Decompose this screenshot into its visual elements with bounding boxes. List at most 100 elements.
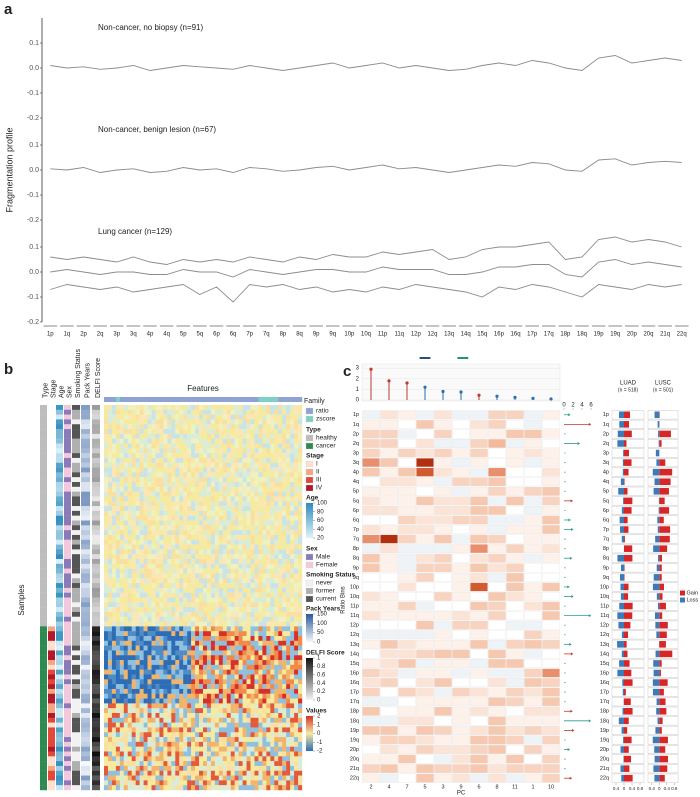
heatmap-cell — [230, 616, 235, 622]
heatmap-cell — [147, 573, 152, 579]
heatmap-cell — [246, 713, 251, 719]
heatmap-cell — [115, 703, 121, 709]
heatmap-cell — [234, 727, 239, 733]
heatmap-cell — [147, 482, 152, 488]
heatmap-cell — [226, 597, 231, 603]
heatmap-cell — [115, 583, 121, 589]
heatmap-cell — [191, 722, 196, 728]
heatmap-cell — [274, 664, 279, 670]
heatmap-cell — [143, 457, 148, 463]
heatmap-cell — [214, 409, 220, 415]
annotation-cell — [56, 693, 63, 699]
annotation-cell — [56, 650, 63, 656]
heatmap-cell — [278, 664, 283, 670]
heatmap-cell — [242, 607, 247, 613]
annotation-cell — [56, 515, 63, 521]
heatmap-cell — [127, 405, 132, 411]
heatmap-cell — [270, 688, 275, 694]
heatmap-cell — [210, 693, 216, 699]
heatmap-cell — [163, 405, 168, 411]
heatmap-cell — [131, 621, 136, 627]
heatmap-cell — [230, 607, 235, 613]
heatmap-cell — [107, 520, 113, 526]
loss-bar — [619, 411, 624, 419]
heatmap-cell — [286, 534, 291, 540]
heatmap-cell — [214, 660, 220, 666]
heatmap-cell — [258, 534, 263, 540]
annotation-cell — [72, 722, 80, 728]
heatmap-cell — [183, 424, 188, 430]
heatmap-cell — [238, 467, 243, 473]
heatmap-cell — [203, 616, 208, 622]
heatmap-cell — [104, 544, 109, 550]
heatmap-cell — [270, 554, 275, 560]
heatmap-cell — [206, 419, 212, 425]
annotation-cell — [64, 583, 71, 589]
heatmap-cell — [254, 761, 259, 767]
heatmap-cell — [230, 578, 235, 584]
heatmap-cell — [298, 684, 303, 690]
heatmap-cell — [195, 453, 200, 459]
annotation-cell — [81, 780, 90, 786]
heatmap-cell — [250, 578, 255, 584]
heatmap-cell — [195, 611, 200, 617]
heatmap-cell — [127, 765, 132, 771]
heatmap-cell — [274, 770, 279, 776]
heatmap-cell — [104, 554, 109, 560]
heatmap-cell — [278, 419, 283, 425]
heatmap-cell — [250, 515, 255, 521]
heatmap-cell — [155, 472, 160, 478]
heatmap-cell — [286, 655, 291, 661]
heatmap-cell — [214, 626, 220, 632]
heatmap-cell — [159, 616, 164, 622]
heatmap-cell — [254, 573, 259, 579]
heatmap-cell — [183, 708, 188, 714]
heatmap-cell — [258, 501, 263, 507]
heatmap-cell — [266, 645, 271, 651]
heatmap-cell — [270, 746, 275, 752]
heatmap-cell — [203, 424, 208, 430]
heatmap-cell — [131, 559, 136, 565]
heatmap-cell — [179, 708, 184, 714]
heatmap-cell — [119, 496, 124, 502]
heatmap-cell — [286, 761, 291, 767]
heatmap-cell — [250, 587, 255, 593]
heatmap-cell — [175, 679, 180, 685]
heatmap-cell — [266, 583, 271, 589]
heatmap-cell — [175, 684, 180, 690]
heatmap-cell — [135, 631, 140, 637]
heatmap-cell — [175, 515, 180, 521]
heatmap-cell — [282, 785, 287, 791]
family-cell — [206, 397, 212, 402]
heatmap-cell — [167, 544, 172, 550]
heatmap-cell — [290, 770, 295, 776]
heatmap-cell — [139, 573, 144, 579]
heatmap-cell — [131, 708, 136, 714]
heatmap-cell — [107, 645, 113, 651]
heatmap-cell — [282, 438, 287, 444]
heatmap-cell — [115, 713, 121, 719]
row-label: 1p — [353, 412, 359, 418]
heatmap-cell — [195, 520, 200, 526]
heatmap-cell — [163, 664, 168, 670]
heatmap-cell — [111, 616, 117, 622]
annotation-cell — [92, 626, 100, 632]
heatmap-cell — [131, 722, 136, 728]
heatmap-cell — [199, 462, 204, 468]
heatmap-cell — [123, 429, 128, 435]
heatmap-cell — [214, 429, 220, 435]
heatmap-cell — [298, 433, 303, 439]
heatmap-cell — [199, 737, 204, 743]
heatmap-cell — [294, 597, 299, 603]
heatmap-cell — [250, 559, 255, 565]
heatmap-cell — [242, 559, 247, 565]
heatmap-cell — [155, 482, 160, 488]
heatmap-cell — [290, 482, 295, 488]
arrow-head — [588, 422, 592, 426]
heatmap-cell — [187, 597, 192, 603]
heatmap-cell — [163, 693, 168, 699]
heatmap-cell — [242, 573, 247, 579]
heatmap-cell — [119, 534, 124, 540]
heatmap-cell — [139, 501, 144, 507]
heatmap-cell — [147, 443, 152, 449]
